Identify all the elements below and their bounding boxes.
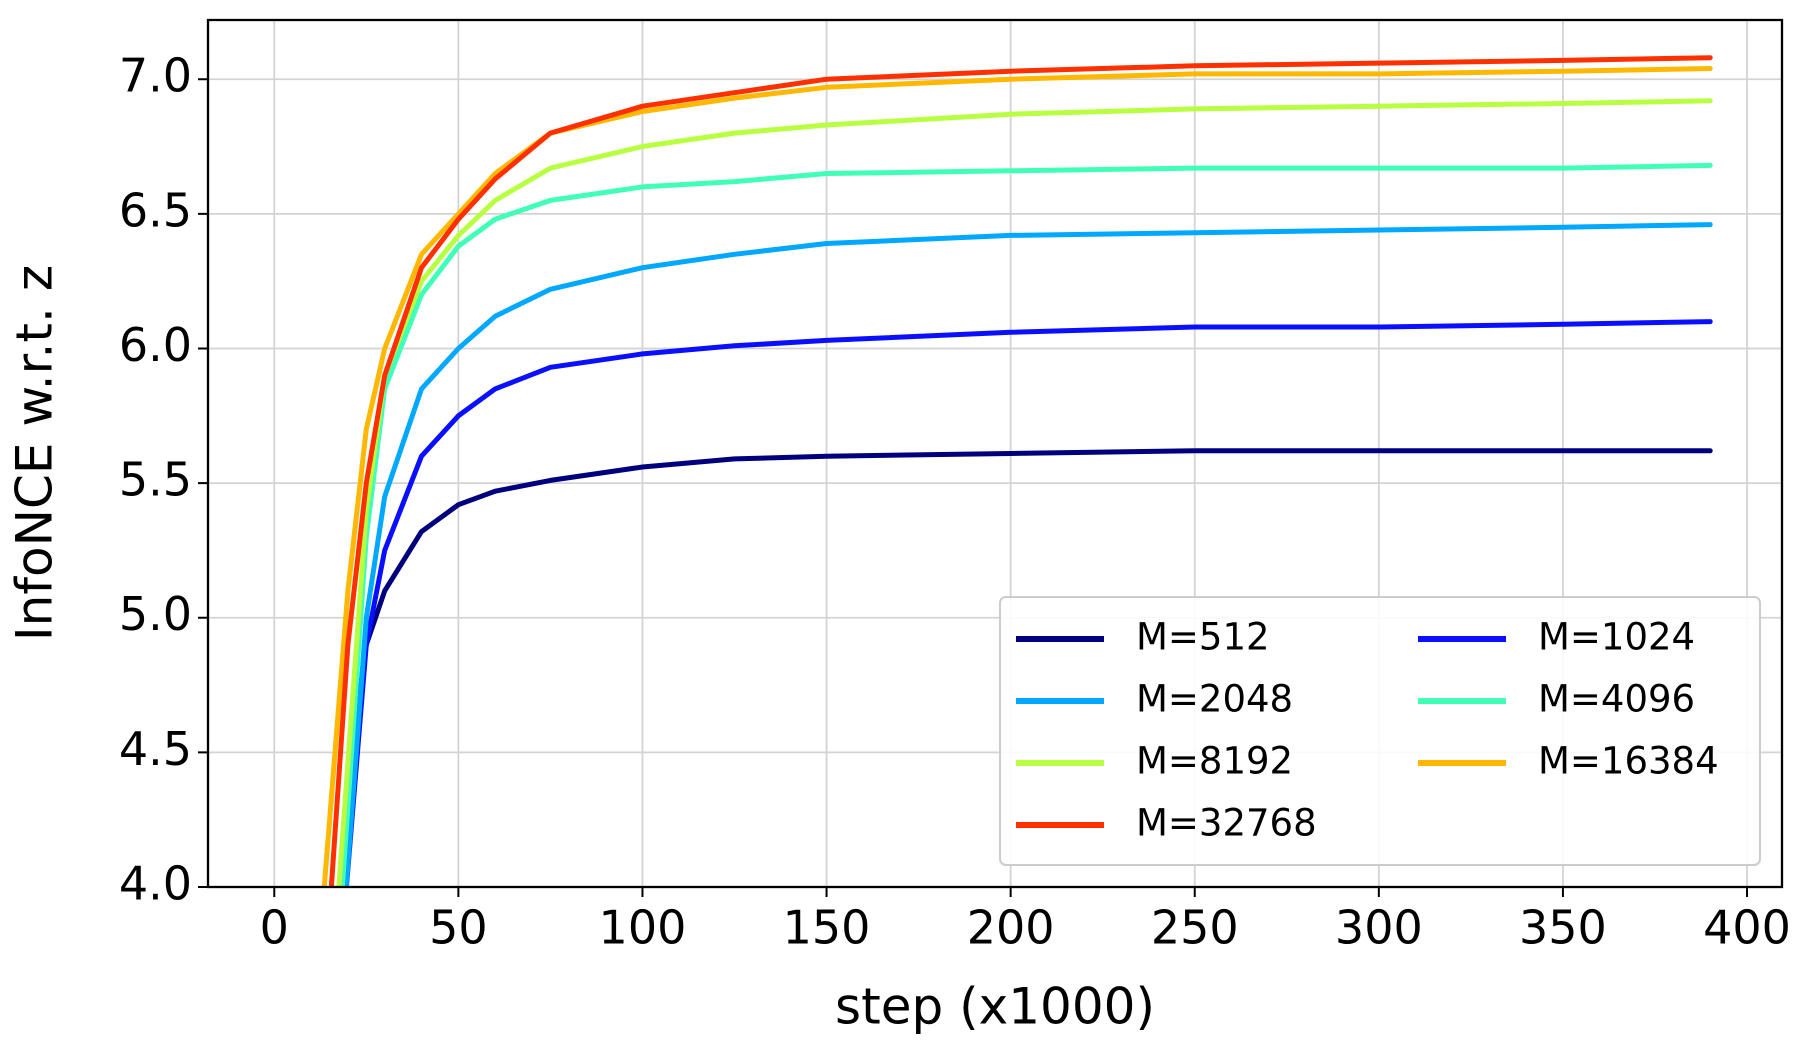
y-tick-label: 5.5 — [119, 453, 192, 507]
x-tick-label: 250 — [1151, 901, 1239, 955]
legend-label: M=32768 — [1136, 802, 1317, 845]
plot-area — [321, 55, 1713, 887]
y-axis-label: InfoNCE w.r.t. z — [6, 265, 64, 641]
y-tick-label: 7.0 — [119, 49, 192, 103]
series-line — [339, 162, 1713, 887]
x-axis-label: step (x1000) — [835, 978, 1155, 1036]
legend-label: M=8192 — [1136, 740, 1293, 783]
legend-label: M=512 — [1136, 616, 1270, 659]
x-tick-label: 150 — [783, 901, 871, 955]
legend-label: M=1024 — [1538, 616, 1695, 659]
x-tick-label: 400 — [1703, 901, 1791, 955]
ticks: 0 50 100 150 200 250 300 350 400 4.0 4.5 5.0 5.5 6.0 6… — [119, 49, 1791, 955]
x-tick-label: 0 — [260, 901, 289, 955]
legend-label: M=4096 — [1538, 678, 1695, 721]
legend-box — [999, 596, 1761, 866]
axes-frame — [206, 18, 1784, 889]
x-tick-label: 200 — [967, 901, 1055, 955]
x-tick-label: 50 — [429, 901, 488, 955]
y-tick-label: 4.0 — [119, 857, 192, 911]
y-tick-label: 6.0 — [119, 318, 192, 372]
legend-label: M=2048 — [1136, 678, 1293, 721]
y-tick-label: 5.0 — [119, 587, 192, 641]
series-line — [343, 222, 1713, 887]
series-line — [321, 66, 1713, 887]
series-line — [339, 448, 1713, 887]
series-line — [343, 319, 1713, 887]
y-tick-label: 6.5 — [119, 183, 192, 237]
x-tick-label: 350 — [1519, 901, 1607, 955]
y-tick-label: 4.5 — [119, 722, 192, 776]
x-tick-label: 100 — [599, 901, 687, 955]
series-line — [328, 55, 1713, 887]
legend: M=512 M=1024 M=2048 M=4096 M=8192 M=16384 M=32… — [999, 596, 1761, 866]
x-tick-label: 300 — [1335, 901, 1423, 955]
legend-label: M=16384 — [1538, 740, 1719, 783]
